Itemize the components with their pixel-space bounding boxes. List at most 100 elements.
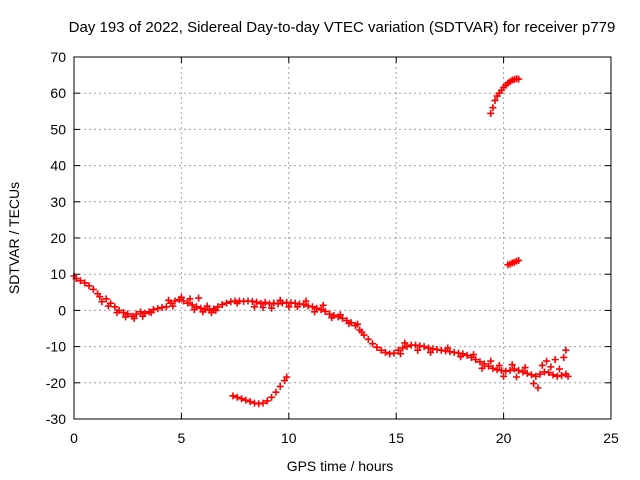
data-point bbox=[190, 306, 198, 314]
data-point bbox=[238, 395, 246, 403]
data-point bbox=[394, 346, 402, 354]
x-tick-label: 10 bbox=[281, 430, 297, 446]
data-point bbox=[354, 320, 362, 328]
x-tick-label: 0 bbox=[70, 430, 78, 446]
data-point bbox=[485, 362, 493, 370]
data-point bbox=[560, 353, 568, 361]
data-point bbox=[253, 298, 261, 306]
series-main-track bbox=[70, 272, 570, 380]
data-point bbox=[495, 361, 503, 369]
data-point bbox=[276, 382, 284, 390]
data-point bbox=[139, 312, 147, 320]
data-point bbox=[558, 372, 566, 380]
data-point bbox=[328, 314, 336, 322]
data-point bbox=[336, 311, 344, 319]
data-point bbox=[300, 301, 308, 309]
data-point bbox=[396, 350, 404, 358]
grid bbox=[74, 57, 611, 419]
data-point bbox=[276, 296, 284, 304]
series-arc-high bbox=[487, 75, 523, 117]
data-point bbox=[562, 346, 570, 354]
data-point bbox=[528, 371, 536, 379]
data-point bbox=[489, 364, 497, 372]
data-point bbox=[427, 348, 435, 356]
data-point bbox=[506, 366, 514, 374]
data-point bbox=[532, 372, 540, 380]
data-point bbox=[76, 277, 84, 285]
y-tick-label: 0 bbox=[58, 302, 66, 318]
data-point bbox=[549, 371, 557, 379]
data-point bbox=[259, 399, 267, 407]
y-tick-label: 20 bbox=[50, 230, 66, 246]
data-point bbox=[113, 309, 121, 317]
y-tick-label: -20 bbox=[46, 375, 66, 391]
data-point bbox=[229, 392, 237, 400]
data-point bbox=[317, 306, 325, 314]
data-point bbox=[480, 360, 488, 368]
data-point bbox=[233, 299, 241, 307]
data-point bbox=[137, 308, 145, 316]
data-point bbox=[81, 279, 89, 287]
data-points bbox=[70, 75, 572, 408]
data-point bbox=[218, 301, 226, 309]
data-point bbox=[268, 393, 276, 401]
data-point bbox=[165, 296, 173, 304]
data-point bbox=[302, 297, 310, 305]
y-tick-label: 10 bbox=[50, 266, 66, 282]
data-point bbox=[536, 370, 544, 378]
data-point bbox=[199, 308, 207, 316]
data-point bbox=[364, 335, 372, 343]
data-point bbox=[358, 328, 366, 336]
data-point bbox=[85, 282, 93, 290]
data-point bbox=[186, 295, 194, 303]
y-tick-label: 70 bbox=[50, 49, 66, 65]
data-point bbox=[233, 393, 241, 401]
data-point bbox=[339, 314, 346, 322]
x-tick-label: 5 bbox=[178, 430, 186, 446]
data-point bbox=[169, 302, 177, 310]
data-point bbox=[257, 300, 265, 308]
data-point bbox=[154, 305, 162, 313]
axis-ticks: 0 5 10 15 20 25 -30 -20 -10 0 10 20 30 40 50 60 70 bbox=[46, 49, 619, 446]
data-point bbox=[420, 343, 428, 351]
y-tick-label: -30 bbox=[46, 411, 66, 427]
y-tick-label: 50 bbox=[50, 121, 66, 137]
data-point bbox=[261, 298, 269, 306]
data-point bbox=[390, 349, 398, 357]
data-point bbox=[321, 307, 329, 315]
data-point bbox=[122, 313, 130, 321]
x-tick-label: 25 bbox=[603, 430, 619, 446]
data-point bbox=[197, 304, 205, 312]
data-point bbox=[515, 256, 523, 264]
data-point bbox=[242, 396, 250, 404]
data-point bbox=[519, 368, 527, 376]
data-point bbox=[177, 293, 185, 301]
data-point bbox=[500, 372, 508, 380]
data-point bbox=[272, 388, 280, 396]
y-axis-label: SDTVAR / TECUs bbox=[6, 182, 22, 294]
data-point bbox=[162, 303, 170, 311]
data-point bbox=[472, 356, 480, 364]
data-point bbox=[377, 346, 385, 354]
data-point bbox=[478, 364, 486, 372]
data-point bbox=[102, 295, 110, 303]
data-point bbox=[104, 302, 112, 310]
data-point bbox=[487, 357, 495, 365]
data-point bbox=[515, 366, 523, 374]
x-tick-label: 20 bbox=[496, 430, 512, 446]
data-point bbox=[250, 303, 258, 311]
data-point bbox=[313, 304, 321, 312]
data-point bbox=[308, 303, 316, 311]
data-point bbox=[171, 297, 179, 305]
data-point bbox=[259, 304, 267, 312]
data-point bbox=[523, 369, 531, 377]
data-point bbox=[515, 75, 523, 83]
data-point bbox=[401, 339, 409, 347]
series-main-track-spread bbox=[98, 293, 572, 392]
data-point bbox=[530, 380, 538, 388]
series-short-segment bbox=[504, 256, 523, 269]
y-tick-label: 30 bbox=[50, 194, 66, 210]
data-point bbox=[534, 384, 542, 392]
data-point bbox=[510, 365, 518, 373]
